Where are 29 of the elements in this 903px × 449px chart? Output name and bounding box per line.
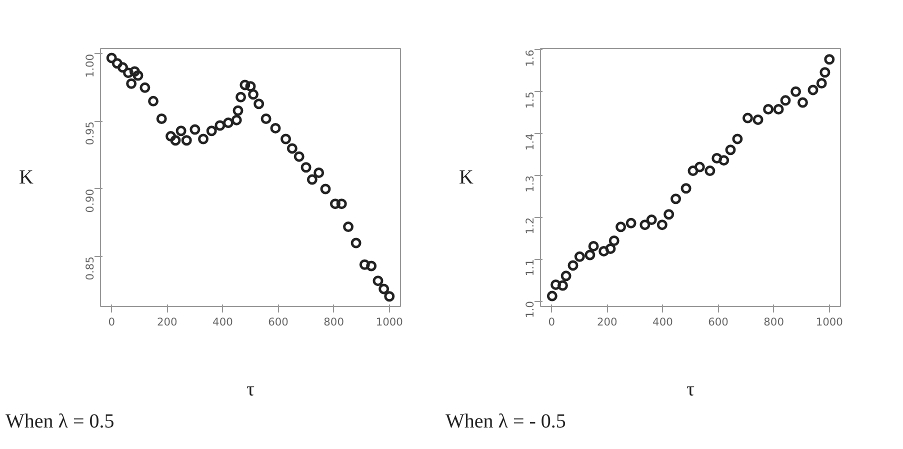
y-tick-label: 1.00 — [84, 54, 96, 78]
y-tick-label: 1.4 — [524, 133, 536, 150]
x-tick-label: 1000 — [816, 316, 844, 328]
y-tick-label: 0.90 — [84, 188, 96, 213]
x-tick-label: 400 — [652, 316, 674, 328]
x-tick-label: 200 — [596, 316, 618, 328]
y-axis-title: K — [19, 166, 34, 188]
x-axis-title: τ — [686, 378, 695, 400]
y-tick-label: 1.2 — [524, 217, 536, 234]
y-tick-label: 0.85 — [84, 256, 96, 280]
y-tick-label: 1.0 — [524, 300, 536, 318]
y-axis-title: K — [459, 166, 474, 188]
x-tick-label: 400 — [212, 316, 234, 328]
x-tick-label: 0 — [548, 316, 556, 328]
y-tick-label: 1.1 — [524, 259, 536, 276]
text: When λ = - 0.5 — [446, 410, 566, 432]
x-tick-label: 600 — [708, 316, 729, 328]
y-tick-label: 1.3 — [524, 175, 536, 192]
y-tick-label: 0.95 — [84, 121, 96, 146]
y-tick-label: 1.6 — [524, 50, 536, 67]
x-tick-label: 0 — [108, 316, 116, 328]
x-tick-label: 800 — [324, 316, 344, 328]
y-tick-label: 1.5 — [524, 92, 536, 109]
x-tick-label: 1000 — [376, 316, 404, 328]
text: When λ = 0.5 — [6, 410, 114, 432]
x-tick-label: 600 — [268, 316, 289, 328]
x-tick-label: 800 — [764, 316, 784, 328]
x-tick-label: 200 — [156, 316, 178, 328]
x-axis-title: τ — [246, 378, 255, 400]
